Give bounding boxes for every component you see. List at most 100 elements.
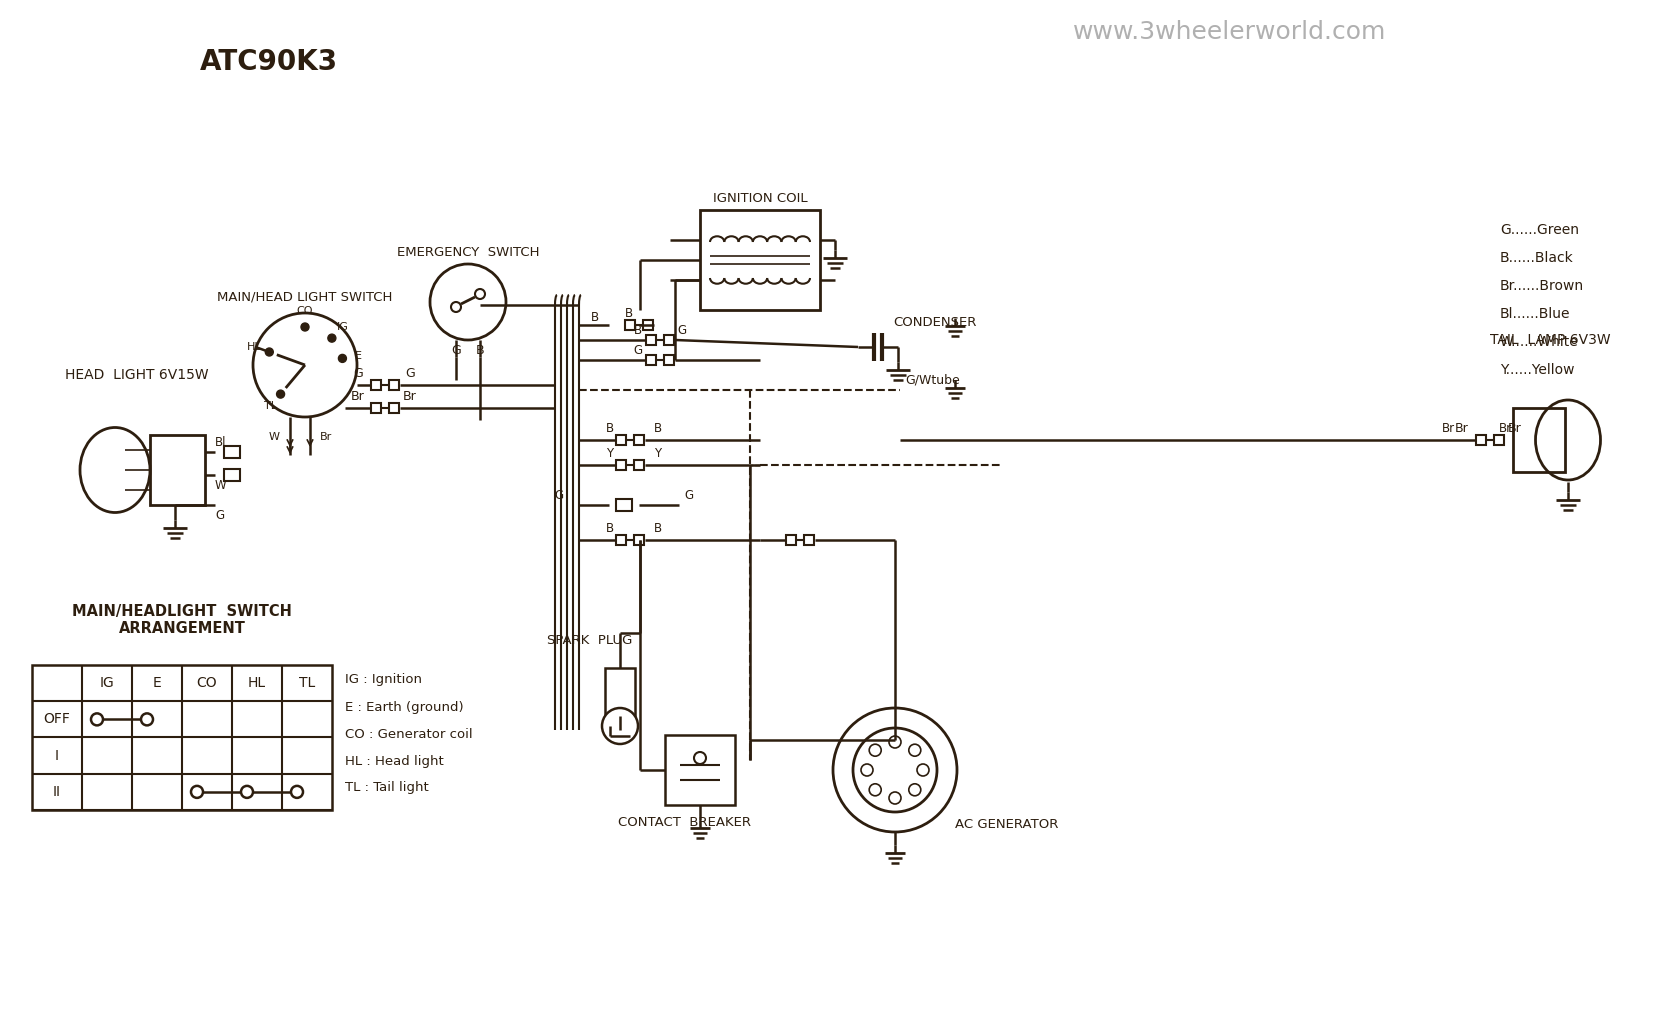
Circle shape [832, 708, 957, 832]
Circle shape [328, 334, 336, 342]
Text: CO: CO [296, 306, 313, 315]
Text: B......Black: B......Black [1499, 251, 1572, 265]
Circle shape [909, 784, 920, 796]
Circle shape [693, 752, 705, 764]
Circle shape [917, 764, 928, 776]
Text: IG: IG [338, 322, 349, 332]
Bar [389, 380, 399, 390]
Text: E: E [354, 351, 361, 361]
Bar [642, 320, 652, 330]
Circle shape [889, 792, 900, 804]
Bar [616, 460, 626, 470]
Text: Br: Br [1508, 422, 1521, 434]
Circle shape [909, 744, 920, 756]
Bar [31, 665, 331, 810]
Bar [223, 469, 240, 481]
Bar [645, 335, 655, 345]
Text: B: B [591, 310, 599, 324]
Text: Y: Y [606, 446, 614, 460]
Bar [645, 355, 655, 365]
Text: HL: HL [248, 676, 266, 690]
Text: OFF: OFF [43, 712, 71, 727]
Bar [223, 446, 240, 458]
Bar [1475, 435, 1485, 445]
Text: Y......Yellow: Y......Yellow [1499, 363, 1574, 377]
Bar [634, 535, 644, 545]
Text: MAIN/HEAD LIGHT SWITCH: MAIN/HEAD LIGHT SWITCH [217, 291, 392, 303]
Text: Bl: Bl [215, 435, 227, 448]
Text: HL : Head light: HL : Head light [344, 755, 444, 767]
Bar [1513, 408, 1564, 472]
Ellipse shape [1534, 400, 1599, 480]
Circle shape [852, 728, 937, 812]
Text: B: B [475, 343, 483, 357]
Bar [1493, 435, 1503, 445]
Text: Br: Br [402, 390, 417, 402]
Text: TL : Tail light: TL : Tail light [344, 781, 429, 795]
Circle shape [91, 713, 103, 726]
Text: B: B [654, 422, 662, 434]
Text: W: W [215, 478, 227, 492]
Text: B: B [634, 324, 642, 336]
Text: IG: IG [99, 676, 114, 690]
Text: G: G [684, 489, 693, 501]
Bar [616, 499, 632, 511]
Text: G: G [634, 343, 642, 357]
Text: AC GENERATOR: AC GENERATOR [955, 819, 1058, 831]
Text: IGNITION COIL: IGNITION COIL [712, 192, 808, 204]
Text: G/Wtube: G/Wtube [904, 373, 960, 387]
Bar [804, 535, 814, 545]
Text: Y: Y [654, 446, 660, 460]
Circle shape [602, 708, 637, 744]
Text: CO : Generator coil: CO : Generator coil [344, 728, 472, 740]
Bar [389, 403, 399, 413]
Text: II: II [53, 785, 61, 799]
Bar [604, 668, 634, 716]
Circle shape [889, 736, 900, 749]
Circle shape [861, 764, 872, 776]
Text: Br: Br [1498, 422, 1511, 434]
Text: W: W [268, 432, 280, 442]
Text: www.3wheelerworld.com: www.3wheelerworld.com [1072, 20, 1385, 44]
Circle shape [338, 355, 346, 363]
Text: G: G [353, 366, 362, 379]
Circle shape [253, 313, 357, 417]
Text: Br: Br [319, 432, 333, 442]
Circle shape [869, 784, 880, 796]
Text: E : Earth (ground): E : Earth (ground) [344, 700, 463, 713]
Text: HEAD  LIGHT 6V15W: HEAD LIGHT 6V15W [65, 368, 209, 383]
Text: CONTACT  BREAKER: CONTACT BREAKER [617, 816, 751, 829]
Circle shape [242, 786, 253, 798]
Text: B: B [606, 422, 614, 434]
Text: IG : Ignition: IG : Ignition [344, 673, 422, 687]
Bar [151, 435, 205, 505]
Text: ATC90K3: ATC90K3 [200, 48, 338, 76]
Text: Br: Br [1455, 422, 1468, 434]
Text: HL: HL [247, 341, 261, 352]
Text: G: G [405, 366, 415, 379]
Bar [624, 320, 634, 330]
Text: EMERGENCY  SWITCH: EMERGENCY SWITCH [397, 245, 540, 259]
Circle shape [141, 713, 152, 726]
Text: G: G [677, 324, 687, 336]
Bar [634, 435, 644, 445]
Ellipse shape [79, 428, 151, 512]
Text: G: G [215, 508, 223, 522]
Circle shape [475, 289, 485, 299]
Text: I: I [55, 749, 60, 763]
Circle shape [265, 348, 273, 356]
Text: Br: Br [1442, 422, 1455, 434]
Text: TAIL  LAMP 6V3W: TAIL LAMP 6V3W [1490, 333, 1610, 347]
Text: MAIN/HEADLIGHT  SWITCH
ARRANGEMENT: MAIN/HEADLIGHT SWITCH ARRANGEMENT [73, 604, 291, 636]
Bar [664, 335, 674, 345]
Text: Br: Br [351, 390, 364, 402]
Circle shape [430, 264, 506, 340]
Bar [665, 735, 735, 805]
Text: G......Green: G......Green [1499, 223, 1579, 237]
Text: TL: TL [263, 401, 276, 411]
Text: CONDENSER: CONDENSER [892, 315, 976, 329]
Text: G: G [450, 343, 460, 357]
Text: TL: TL [298, 676, 314, 690]
Bar [664, 355, 674, 365]
Bar [371, 403, 381, 413]
